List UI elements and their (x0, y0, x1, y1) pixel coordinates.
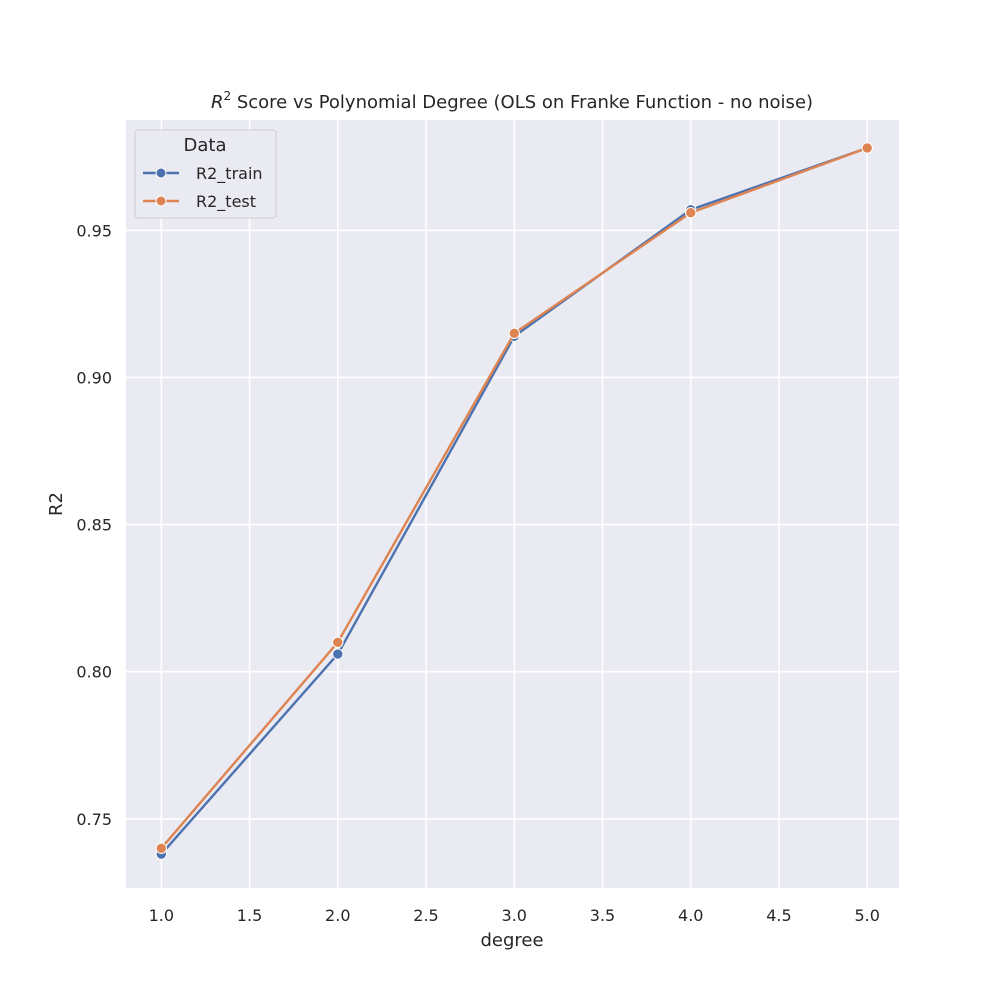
y-axis-label: R2 (46, 492, 67, 516)
chart-title: R2 Score vs Polynomial Degree (OLS on Fr… (211, 89, 813, 113)
x-tick-label: 5.0 (855, 906, 880, 925)
y-axis-ticks: 0.75 0.80 0.85 0.90 0.95 (76, 221, 112, 829)
data-point (861, 142, 873, 154)
legend-box (134, 129, 277, 219)
y-tick-label: 0.95 (76, 221, 112, 240)
grid-lines (126, 120, 899, 888)
x-tick-label: 3.0 (502, 906, 527, 925)
legend-swatch-marker (155, 195, 167, 207)
y-tick-label: 0.80 (76, 663, 112, 682)
legend-item: R2_test (143, 192, 256, 212)
x-tick-label: 1.5 (237, 906, 262, 925)
x-tick-label: 2.5 (413, 906, 438, 925)
legend-label: R2_test (196, 192, 256, 212)
legend-item: R2_train (143, 164, 263, 184)
legend-title: Data (184, 135, 227, 156)
x-axis-label: degree (480, 930, 543, 951)
y-tick-label: 0.75 (76, 810, 112, 829)
series-R2_test (155, 142, 873, 854)
x-axis-ticks: 1.0 1.5 2.0 2.5 3.0 3.5 4.0 4.5 5.0 (149, 906, 880, 925)
y-tick-label: 0.85 (76, 516, 112, 535)
data-point (508, 327, 520, 340)
title-symbol: R (211, 92, 224, 113)
legend: Data R2_train R2_test (134, 129, 277, 219)
data-point (332, 636, 344, 648)
series-layer (155, 142, 873, 860)
data-point (685, 206, 697, 219)
legend-items: R2_train R2_test (143, 164, 263, 212)
data-point (332, 648, 344, 660)
data-point (155, 842, 167, 854)
x-tick-label: 4.5 (766, 906, 791, 925)
legend-label: R2_train (196, 164, 263, 184)
x-tick-label: 4.0 (678, 906, 703, 925)
x-tick-label: 3.5 (590, 906, 615, 925)
x-tick-label: 2.0 (325, 906, 350, 925)
legend-swatch-marker (155, 167, 167, 179)
title-superscript: 2 (223, 89, 231, 103)
y-tick-label: 0.90 (76, 368, 112, 387)
x-tick-label: 1.0 (149, 906, 174, 925)
plot-area (126, 120, 899, 888)
title-rest: Score vs Polynomial Degree (OLS on Frank… (231, 92, 813, 113)
